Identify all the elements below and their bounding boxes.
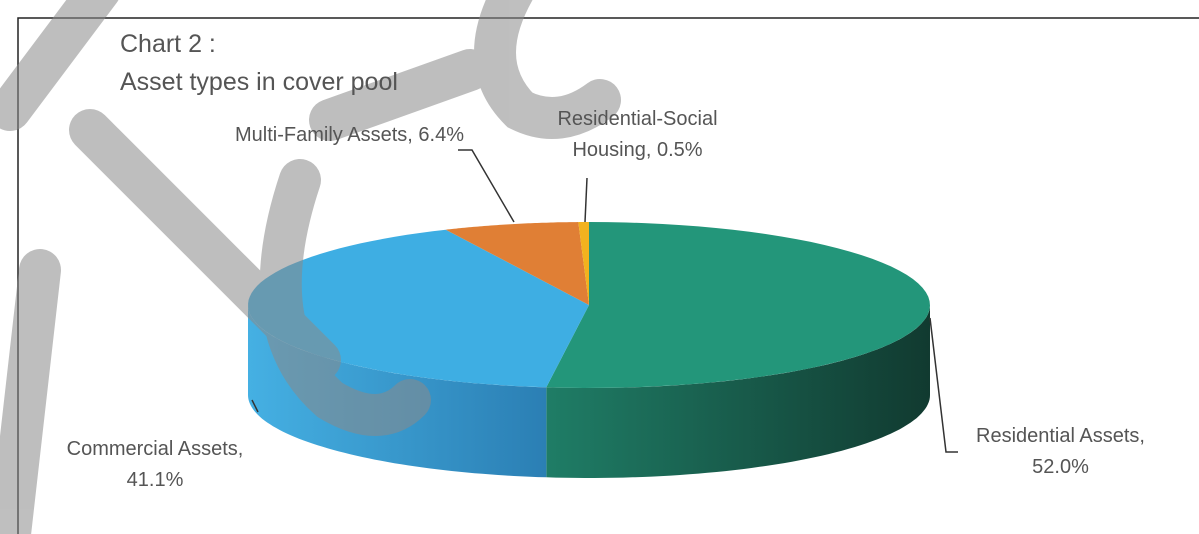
leader-line <box>251 399 259 413</box>
slice-side <box>546 305 930 478</box>
label-category: Residential Assets <box>976 425 1145 447</box>
data-label: Commercial Assets 41.1% <box>40 434 270 496</box>
data-label: Residential Assets 52.0% <box>958 421 1163 483</box>
label-value: 52.0% <box>1032 456 1089 478</box>
watermark <box>0 0 621 534</box>
slice <box>445 222 589 305</box>
label-value: 6.4% <box>418 124 464 146</box>
chart-subtitle: Asset types in cover pool <box>120 68 398 96</box>
label-category: Commercial Assets <box>67 438 244 460</box>
leader-line <box>929 317 958 453</box>
slice <box>546 222 930 388</box>
label-value: 0.5% <box>656 139 703 161</box>
label-value: 41.1% <box>126 469 184 491</box>
slice <box>578 222 589 305</box>
leader-line <box>458 149 515 223</box>
leader-lines <box>251 149 958 453</box>
leader-line <box>584 177 588 223</box>
label-category: Multi-Family Assets <box>235 124 413 146</box>
pie <box>248 222 930 478</box>
chart-title: Chart 2 : <box>120 30 216 58</box>
data-label: Multi-Family Assets 6.4% <box>232 120 467 151</box>
data-label: Residential-Social Housing 0.5% <box>535 104 740 166</box>
